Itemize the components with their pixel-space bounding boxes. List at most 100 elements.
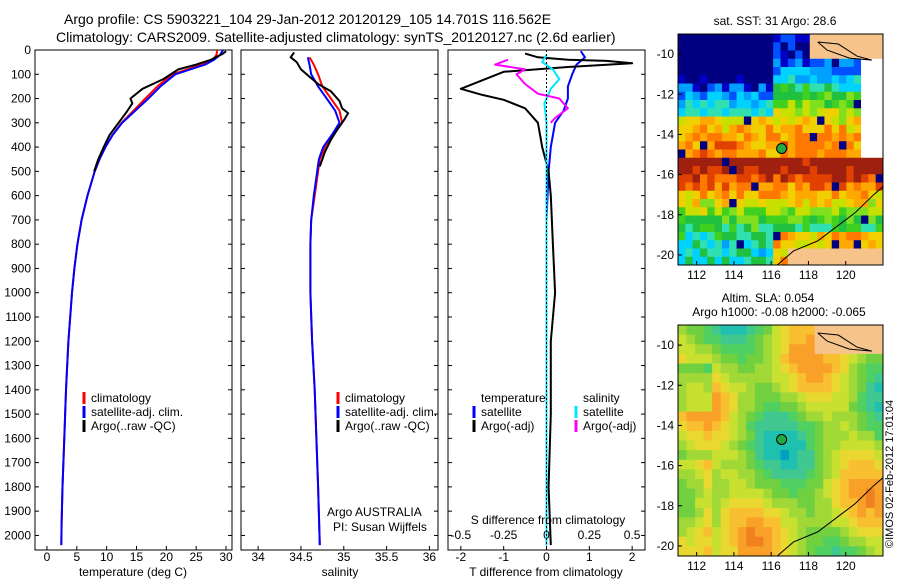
map-cell [714, 75, 723, 84]
land-cell [787, 256, 796, 265]
land-cell [824, 42, 833, 51]
map-cell [703, 382, 713, 393]
map-cell [754, 325, 764, 336]
map-cell [780, 215, 789, 225]
y-tick-label: 1200 [4, 334, 31, 348]
map-cell [751, 256, 760, 265]
map-cell [686, 430, 696, 441]
map-cell [699, 100, 708, 109]
map-cell [678, 190, 686, 200]
map-cell [763, 325, 773, 336]
map-cell [707, 124, 716, 134]
map-cell [686, 344, 696, 355]
map-cell [754, 392, 764, 403]
land-cell [839, 34, 847, 43]
map-cell [795, 100, 803, 109]
map-cell [695, 479, 705, 490]
map-cell [751, 199, 760, 208]
map-cell [703, 325, 713, 336]
map-cell [853, 75, 862, 84]
land-cell [831, 248, 840, 258]
map-cell [824, 133, 833, 142]
map-cell [802, 116, 811, 126]
map-cell [714, 149, 723, 159]
map-cell [780, 100, 789, 109]
map-cell [853, 58, 862, 68]
map-cell [678, 67, 686, 76]
map-cell [861, 157, 869, 167]
map-cell [857, 421, 867, 432]
map-cell [853, 232, 862, 241]
map-cell [874, 440, 883, 451]
map-cell [831, 166, 840, 175]
map-cell [765, 141, 774, 150]
map-cell [831, 402, 841, 413]
map-cell [773, 34, 781, 43]
map-cell [737, 325, 747, 336]
map-cell [840, 382, 850, 393]
no-data-cell [861, 100, 869, 109]
no-data-cell [875, 83, 883, 93]
map-cell [754, 536, 764, 547]
map-cell [773, 157, 781, 167]
no-data-cell [875, 133, 883, 142]
x-tick-label: 1 [586, 550, 593, 564]
map-cell [746, 507, 756, 518]
x-tick-label: 112 [687, 268, 706, 282]
map-cell [789, 479, 799, 490]
map-cell [692, 91, 701, 101]
map-cell [751, 166, 760, 175]
map-cell [853, 124, 862, 134]
map-cell [840, 459, 850, 470]
map-cell [678, 498, 688, 509]
map-cell [831, 223, 840, 233]
map-cell [806, 536, 816, 547]
map-cell [795, 240, 803, 249]
map-cell [729, 207, 738, 216]
map-cell [780, 353, 790, 364]
map-cell [817, 199, 825, 208]
map-cell [703, 498, 713, 509]
map-cell [737, 517, 747, 528]
map-cell [806, 507, 816, 518]
map-cell [853, 108, 862, 117]
land-cell [831, 50, 840, 60]
map-cell [814, 459, 824, 470]
map-cell [763, 402, 773, 413]
map-cell [685, 91, 694, 101]
map-cell [839, 91, 847, 101]
map-cell [712, 527, 722, 538]
map-cell [729, 392, 739, 403]
map-cell [831, 392, 841, 403]
map-cell [795, 166, 803, 175]
no-data-cell [875, 58, 883, 68]
map-cell [692, 199, 701, 208]
map-cell [802, 133, 811, 142]
no-data-cell [861, 91, 869, 101]
map-cell [817, 67, 825, 76]
map-cell [685, 100, 694, 109]
map-cell [809, 149, 818, 159]
map-cell [789, 421, 799, 432]
map-cell [831, 421, 841, 432]
map-cell [707, 116, 716, 126]
map-cell [857, 527, 867, 538]
map-cell [737, 536, 747, 547]
map-cell [746, 440, 756, 451]
map-cell [714, 67, 723, 76]
map-cell [678, 50, 686, 60]
map-cell [737, 450, 747, 461]
map-cell [736, 67, 745, 76]
argo-marker [776, 142, 788, 154]
map-cell [846, 83, 855, 93]
map-cell [802, 157, 811, 167]
map-cell [751, 182, 760, 192]
map-cell [758, 248, 767, 258]
map-cell [839, 207, 847, 216]
land-cell [809, 42, 818, 51]
map-cell [695, 498, 705, 509]
map-cell [787, 232, 796, 241]
map-cell [802, 50, 811, 60]
map-cell [789, 353, 799, 364]
